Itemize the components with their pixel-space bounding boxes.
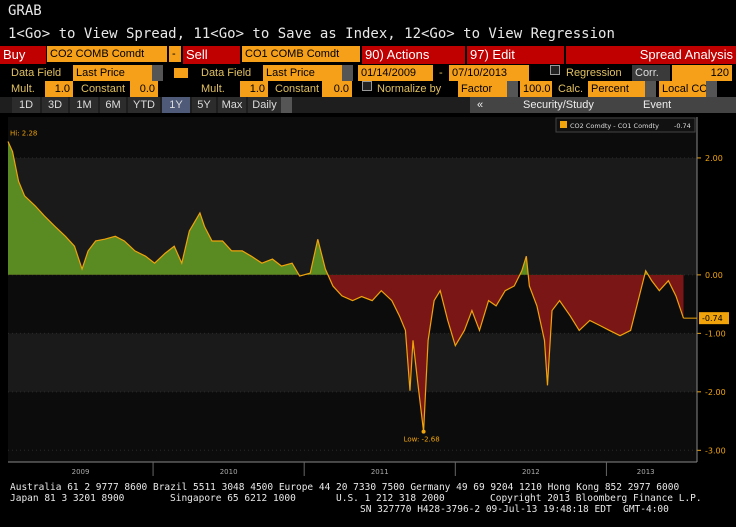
field: Data Field: [201, 67, 252, 79]
x-tick-label: 2011: [371, 468, 389, 476]
toolbar-button[interactable]: -: [169, 46, 181, 62]
y-tick-label: 2.00: [705, 154, 723, 163]
field[interactable]: 1.0: [240, 81, 268, 97]
field: Constant: [275, 83, 320, 95]
range-tab[interactable]: 5Y: [192, 97, 216, 113]
range-tab[interactable]: Daily: [248, 97, 292, 113]
screen-name: GRAB: [8, 3, 42, 19]
field: Mult.: [11, 83, 35, 95]
field: Normalize by: [377, 83, 442, 95]
range-tab[interactable]: 3D: [42, 97, 68, 113]
annotation: Hi: 2.28: [10, 130, 37, 138]
footer-text: Japan 81 3 3201 8900: [10, 493, 125, 504]
chart: 2.00 0.00 -1.00 -2.00 -3.00 2009 2010 2011 2012 2…: [7, 117, 729, 476]
annotation: Low: -2.68: [404, 436, 440, 444]
field[interactable]: 07/10/2013: [449, 65, 529, 81]
range-tab[interactable]: 1M: [70, 97, 98, 113]
toolbar-button[interactable]: 90) Actions: [362, 46, 465, 64]
field[interactable]: 0.0: [322, 81, 352, 97]
footer-text: Australia 61 2 9777 8600 Brazil 5511 304…: [10, 482, 680, 493]
range-tab[interactable]: Max: [218, 97, 246, 113]
last-value-tag: [699, 312, 729, 325]
toolbar-button[interactable]: Sell: [183, 46, 240, 64]
area-below: [298, 274, 684, 432]
toolbar-button[interactable]: CO1 COMB Comdt: [242, 46, 360, 62]
field[interactable]: 100.0: [520, 81, 552, 97]
legend-box: [555, 117, 696, 133]
last-value-label: -0.74: [702, 314, 723, 323]
area-above: [8, 141, 684, 275]
y-tick-label: -2.00: [705, 388, 726, 397]
field[interactable]: Last Price: [263, 65, 353, 81]
command-hint: 1<Go> to View Spread, 11<Go> to Save as …: [8, 26, 615, 42]
field[interactable]: 120: [672, 65, 732, 81]
footer-text: U.S. 1 212 318 2000: [336, 493, 445, 504]
field: Calc.: [558, 83, 584, 95]
toolbar-button[interactable]: CO2 COMB Comdt: [47, 46, 167, 62]
field[interactable]: 0.0: [130, 81, 158, 97]
y-tick-label: -1.00: [705, 329, 726, 338]
field[interactable]: 01/14/2009: [358, 65, 433, 81]
toolbar-button[interactable]: Buy: [0, 46, 46, 64]
tool-button[interactable]: Security/Study: [523, 99, 594, 111]
checkbox[interactable]: [550, 65, 560, 75]
swap-icon[interactable]: [174, 68, 188, 78]
field[interactable]: 1.0: [45, 81, 73, 97]
range-tab[interactable]: 6M: [100, 97, 126, 113]
y-tick-label: 0.00: [705, 271, 723, 280]
series-line: [7, 141, 685, 432]
footer-text: SN 327770 H428-3796-2 09-Jul-13 19:48:18…: [360, 504, 669, 515]
field: Data Field: [11, 67, 62, 79]
field: -: [439, 67, 443, 79]
field: Mult.: [201, 83, 225, 95]
x-tick-label: 2010: [220, 468, 238, 476]
tool-button[interactable]: «: [477, 99, 484, 111]
band: [8, 333, 697, 392]
toolbar-button[interactable]: 97) Edit: [467, 46, 564, 64]
field[interactable]: Corr.: [632, 65, 670, 81]
tool-bar: [470, 97, 736, 113]
field[interactable]: Last Price: [73, 65, 163, 81]
field: Regression: [566, 67, 622, 79]
x-tick-label: 2012: [522, 468, 540, 476]
legend-value: -0.74: [674, 122, 691, 130]
tool-button[interactable]: Event: [643, 99, 672, 111]
footer-text: Copyright 2013 Bloomberg Finance L.P.: [490, 493, 702, 504]
range-tab[interactable]: 1Y: [162, 97, 190, 113]
y-tick-label: -3.00: [705, 446, 726, 455]
legend-label: CO2 Comdty - CO1 Comdty: [570, 122, 659, 130]
checkbox[interactable]: [362, 81, 372, 91]
footer-text: Singapore 65 6212 1000: [170, 493, 296, 504]
field[interactable]: Percent: [588, 81, 656, 97]
toolbar-button[interactable]: Spread Analysis: [566, 46, 736, 64]
x-tick-label: 2013: [637, 468, 655, 476]
legend-swatch: [560, 121, 567, 128]
field[interactable]: Local CCY: [659, 81, 717, 97]
range-tab[interactable]: YTD: [128, 97, 160, 113]
range-tab[interactable]: 1D: [12, 97, 40, 113]
field: Constant: [81, 83, 126, 95]
field[interactable]: Factor: [458, 81, 518, 97]
low-point: [421, 429, 426, 434]
x-tick-label: 2009: [72, 468, 90, 476]
